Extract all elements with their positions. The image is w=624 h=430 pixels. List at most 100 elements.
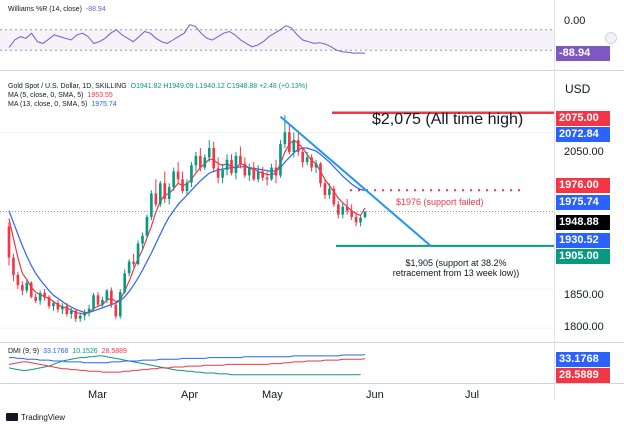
tag-support: 1905.00 <box>556 249 610 264</box>
candle-body <box>305 157 309 163</box>
dmi-legend: DMI (9, 9) 33.1768 10.1526 28.5889 <box>8 347 127 356</box>
ma13-legend: MA (13, close, 0, SMA, 5) 1975.74 <box>8 100 117 109</box>
candle-body <box>203 157 207 168</box>
candle-body <box>328 188 331 195</box>
candle-body <box>92 295 95 309</box>
dmi-plus-line <box>8 355 361 376</box>
price-pane[interactable] <box>0 71 555 341</box>
symbol-title: Gold Spot / U.S. Dollar, 1D, SKILLING <box>8 83 127 90</box>
gear-icon[interactable] <box>605 32 617 44</box>
dmi-label: DMI (9, 9) <box>8 348 40 355</box>
candle-body <box>283 132 287 145</box>
williams-r-tag: -88.94 <box>556 46 610 61</box>
candle-body <box>25 282 29 291</box>
candle-body <box>65 306 69 315</box>
pane-separator-bottom[interactable] <box>0 342 624 343</box>
candle-body <box>74 310 78 319</box>
candle-body <box>350 210 353 217</box>
candle-body <box>319 163 322 184</box>
candle-body <box>261 171 264 178</box>
candle-body <box>234 155 238 174</box>
candle-body <box>199 155 202 168</box>
candle-body <box>16 274 20 286</box>
candle-body <box>216 168 220 178</box>
candle-body <box>29 282 33 297</box>
candle-body <box>21 285 24 291</box>
candle-body <box>279 144 282 176</box>
candle-body <box>105 290 109 300</box>
candle-body <box>252 167 256 180</box>
candle-body <box>314 163 318 168</box>
candle-body <box>167 187 171 199</box>
candle-body <box>83 312 86 316</box>
candle-body <box>101 299 104 305</box>
candle-body <box>288 132 291 152</box>
support-annotation: $1,905 (support at 38.2% retracement fro… <box>348 258 564 278</box>
candle-body <box>341 206 345 215</box>
ma13-line <box>8 147 366 314</box>
candle-body <box>154 193 158 205</box>
candle-body <box>87 308 91 313</box>
tradingview-logo[interactable]: TradingView <box>6 413 65 422</box>
candle-body <box>114 304 118 317</box>
williams-r-value: -88.94 <box>85 6 106 13</box>
williams-r-legend: Williams %R (14, close) -88.94 <box>8 5 106 14</box>
pane-separator-top[interactable] <box>0 70 624 71</box>
candle-body <box>141 235 144 244</box>
candle-body <box>239 155 242 164</box>
ma5-legend: MA (5, close, 0, SMA, 5) 1953.55 <box>8 91 113 100</box>
support-failed-annotation: $1976 (support failed) <box>396 197 484 207</box>
tag-ath: 2075.00 <box>556 111 610 126</box>
candle-body <box>69 310 73 315</box>
price-scale-separator[interactable] <box>554 0 555 400</box>
currency-label[interactable]: USD <box>565 82 591 96</box>
ma5-label: MA (5, close, 0, SMA, 5) <box>8 92 84 99</box>
price-label-1850: 1850.00 <box>564 289 604 301</box>
candle-body <box>127 261 131 274</box>
candle-body <box>123 273 127 293</box>
ohlc-values: O1941.82 H1949.09 L1940.12 C1948.88 +2.4… <box>130 83 308 90</box>
candle-body <box>61 306 64 310</box>
candle-body <box>225 159 229 170</box>
candle-body <box>185 182 189 192</box>
ma13-value: 1975.74 <box>91 101 117 108</box>
tag-last-price: 1948.88 <box>556 215 610 230</box>
candle-body <box>34 296 38 301</box>
tag-ma5-low: 1930.52 <box>556 233 610 248</box>
symbol-legend: Gold Spot / U.S. Dollar, 1D, SKILLING O1… <box>8 82 307 91</box>
time-label-jun: Jun <box>366 389 384 401</box>
candle-body <box>332 188 336 205</box>
williams-scale-top: 0.00 <box>564 15 586 27</box>
candle-body <box>56 303 60 310</box>
candle-body <box>354 216 358 223</box>
candle-body <box>110 290 113 305</box>
candle-body <box>78 315 82 319</box>
tradingview-logo-icon <box>6 413 18 421</box>
candle-body <box>172 171 175 188</box>
time-label-apr: Apr <box>181 389 199 401</box>
candle-body <box>336 204 340 215</box>
candle-body <box>256 171 260 180</box>
candle-body <box>221 169 224 178</box>
candle-body <box>163 183 167 199</box>
dmi-value-adx: 33.1768 <box>43 348 69 355</box>
candle-body <box>345 206 349 211</box>
candle-body <box>207 148 211 158</box>
ma5-value: 1953.55 <box>87 92 113 99</box>
williams-r-pane[interactable] <box>0 0 555 70</box>
candle-body <box>12 257 15 275</box>
price-label-1800: 1800.00 <box>564 321 604 333</box>
dmi-value-minus: 28.5889 <box>101 348 127 355</box>
candle-body <box>190 165 193 183</box>
support-annotation-line2: retracement from 13 week low)) <box>392 268 520 278</box>
candle-body <box>38 292 42 301</box>
dmi-pane[interactable] <box>0 343 555 383</box>
williams-band <box>0 29 555 51</box>
candle-body <box>176 171 180 180</box>
candle-body <box>194 155 198 166</box>
dmi-value-plus: 10.1526 <box>72 348 98 355</box>
downtrend-line <box>279 115 433 248</box>
candle-body <box>296 140 300 152</box>
williams-r-line <box>8 24 366 54</box>
